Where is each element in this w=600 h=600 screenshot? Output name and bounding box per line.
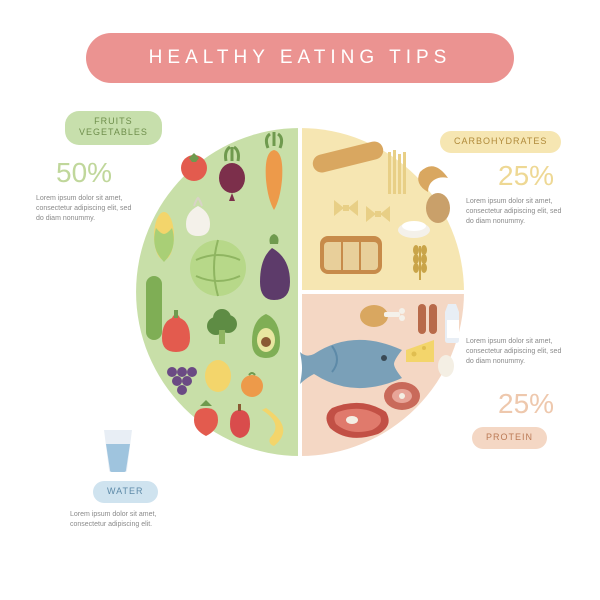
pill-protein-text: PROTEIN <box>486 432 533 442</box>
pill-water-text: WATER <box>107 486 144 496</box>
milk-icon <box>445 304 459 343</box>
desc-carbs: Lorem ipsum dolor sit amet, consectetur … <box>466 197 568 227</box>
potato-icon <box>426 193 450 223</box>
pill-carbs: CARBOHYDRATES <box>440 131 561 153</box>
pill-water: WATER <box>93 481 158 503</box>
pct-fruits-veg: 50% <box>56 157 112 189</box>
pct-protein-text: 25% <box>498 388 554 419</box>
desc-fruits-veg-text: Lorem ipsum dolor sit amet, consectetur … <box>36 195 131 222</box>
meat-icon <box>384 382 420 410</box>
pill-carbs-text: CARBOHYDRATES <box>454 136 547 146</box>
desc-water-text: Lorem ipsum dolor sit amet, consectetur … <box>70 511 156 528</box>
pct-carbs: 25% <box>498 160 554 192</box>
pct-carbs-text: 25% <box>498 160 554 191</box>
egg-icon <box>438 355 454 377</box>
title-text: HEALTHY EATING TIPS <box>149 47 452 69</box>
cabbage-icon <box>190 240 246 296</box>
desc-water: Lorem ipsum dolor sit amet, consectetur … <box>70 510 180 530</box>
desc-carbs-text: Lorem ipsum dolor sit amet, consectetur … <box>466 198 561 225</box>
title-banner: HEALTHY EATING TIPS <box>86 33 514 83</box>
desc-fruits-veg: Lorem ipsum dolor sit amet, consectetur … <box>36 194 138 224</box>
plate <box>136 128 464 456</box>
pct-protein: 25% <box>498 388 554 420</box>
cucumber-icon <box>146 276 162 340</box>
desc-protein-text: Lorem ipsum dolor sit amet, consectetur … <box>466 338 561 365</box>
pill-fruits-veg: FRUITSVEGETABLES <box>65 111 162 145</box>
pill-protein: PROTEIN <box>472 427 547 449</box>
pill-fruits-veg-text: FRUITSVEGETABLES <box>79 116 148 137</box>
pct-fruits-veg-text: 50% <box>56 157 112 188</box>
water-glass-icon <box>102 430 134 472</box>
tomato-icon <box>181 153 207 181</box>
bread-icon <box>320 236 382 274</box>
lemon-icon <box>205 360 231 392</box>
croissant-icon <box>418 166 448 192</box>
desc-protein: Lorem ipsum dolor sit amet, consectetur … <box>466 337 568 367</box>
